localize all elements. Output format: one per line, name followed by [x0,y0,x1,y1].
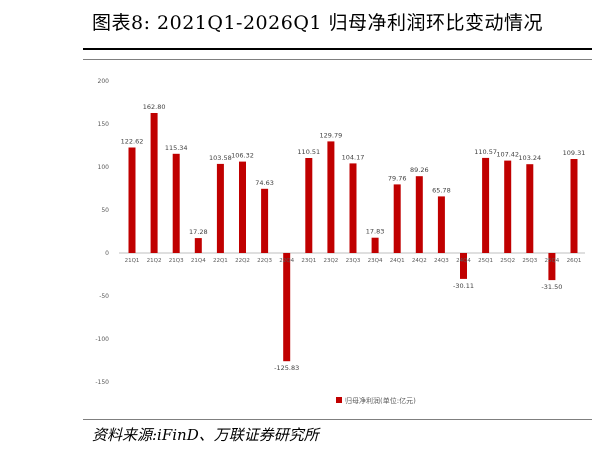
x-tick-label: 24Q4 [456,258,471,264]
data-label: 162.80 [143,103,166,111]
bar [305,158,313,253]
y-tick-label: 0 [105,250,109,257]
source-note: 资料来源:iFinD、万联证券研究所 [92,426,319,444]
x-tick-label: 21Q2 [147,258,162,264]
x-tick-label: 23Q4 [368,258,383,264]
data-label: 122.62 [121,138,144,146]
bar [460,253,467,279]
bar [261,188,269,253]
y-tick-label: -50 [99,293,109,300]
legend: 归母净利润(单位:亿元) [336,396,416,405]
x-tick-label: 23Q1 [301,258,316,264]
y-axis: 200 150 100 50 0 -50 -100 -150 [95,78,585,386]
legend-swatch [336,397,342,403]
data-label: 103.58 [209,154,232,162]
data-label: 110.57 [474,148,497,156]
bar [349,163,357,253]
data-label: -31.50 [541,283,562,291]
bar [504,160,512,253]
source-rule [83,419,592,420]
x-tick-label: 21Q3 [169,258,184,264]
data-label: 103.24 [518,154,541,162]
bar [239,161,246,253]
x-tick-label: 25Q3 [522,258,537,264]
bar [327,141,335,253]
bar [482,157,490,253]
data-label: 104.17 [342,153,365,161]
data-label: 17.28 [189,228,208,236]
bar [150,113,158,253]
y-tick-label: 150 [98,121,110,128]
x-tick-label: 22Q4 [279,258,294,264]
x-tick-label: 24Q3 [434,258,449,264]
bar [437,196,445,253]
bar [548,253,556,281]
legend-label: 归母净利润(单位:亿元) [345,396,416,405]
data-label: -125.83 [274,364,299,372]
y-tick-label: 200 [98,78,110,85]
x-tick-label: 25Q2 [500,258,515,264]
bar [526,164,534,253]
data-labels: 122.62 162.80 115.34 17.28 103.58 106.32 74.63… [121,103,586,372]
x-tick-label: 24Q2 [412,258,427,264]
y-tick-label: -150 [95,379,109,386]
x-tick-label: 21Q1 [125,258,140,264]
y-tick-label: -100 [95,336,109,343]
x-tick-label: 22Q3 [257,258,272,264]
bars [128,113,578,362]
x-tick-label: 26Q1 [567,258,582,264]
x-tick-label: 21Q4 [191,258,206,264]
bar [216,163,224,253]
bar [194,238,202,253]
bar [172,153,180,253]
x-tick-label: 23Q2 [323,258,338,264]
x-tick-label: 23Q3 [346,258,361,264]
data-label: 115.34 [165,144,188,152]
y-tick-label: 100 [98,164,110,171]
bar [128,147,136,253]
bar [393,184,401,253]
data-label: 129.79 [320,131,343,139]
data-label: 79.76 [388,174,407,182]
data-label: 65.78 [432,186,451,194]
data-label: 110.51 [297,148,320,156]
x-tick-label: 22Q1 [213,258,228,264]
bar [415,176,423,253]
chart-top-rule [83,59,592,60]
title-rule [83,48,592,50]
data-label: 107.42 [496,151,519,159]
data-label: 109.31 [563,149,586,157]
data-label: 74.63 [255,179,274,187]
x-axis-labels: 21Q1 21Q2 21Q3 21Q4 22Q1 22Q2 22Q3 22Q4 23Q1 23Q2… [125,258,582,264]
x-tick-label: 25Q4 [544,258,559,264]
y-tick-label: 50 [101,207,109,214]
bar [570,159,578,253]
x-tick-label: 25Q1 [478,258,493,264]
bar [283,253,291,362]
data-label: 106.32 [231,152,254,160]
data-label: 17.83 [366,228,385,236]
data-label: -30.11 [453,282,474,290]
x-tick-label: 22Q2 [235,258,250,264]
figure-title: 图表8: 2021Q1-2026Q1 归母净利润环比变动情况 [92,12,544,34]
data-label: 89.26 [410,166,429,174]
x-tick-label: 24Q1 [390,258,405,264]
bar [371,237,379,253]
